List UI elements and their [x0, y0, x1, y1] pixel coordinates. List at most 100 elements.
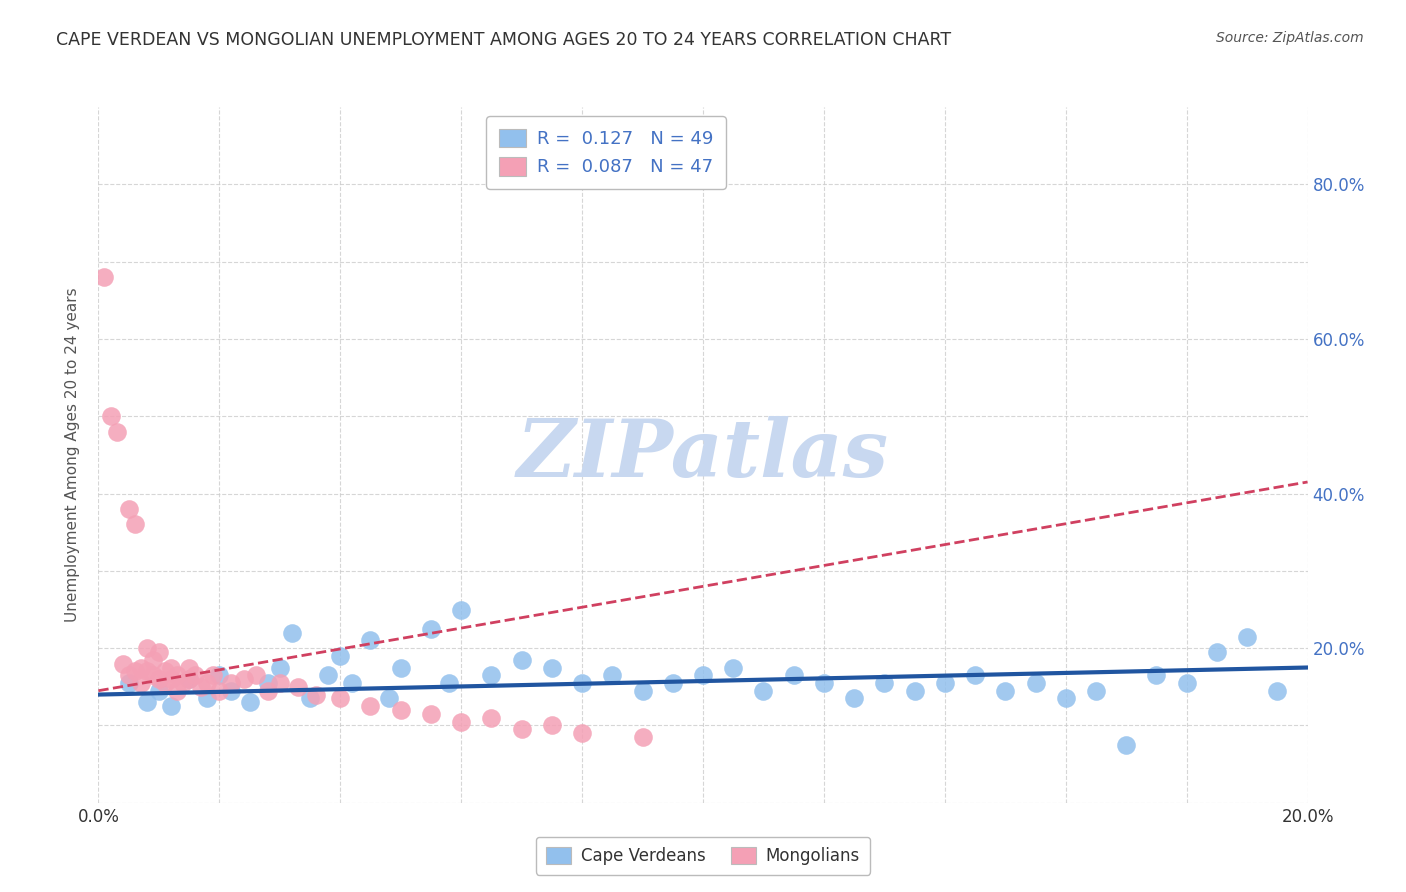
Point: [342, 676, 364, 690]
Point: [602, 668, 624, 682]
Point: [1115, 738, 1137, 752]
Point: [153, 676, 176, 690]
Point: [269, 676, 291, 690]
Point: [166, 668, 188, 682]
Point: [172, 676, 194, 690]
Point: [631, 730, 654, 744]
Point: [360, 699, 382, 714]
Point: [994, 683, 1017, 698]
Point: [813, 676, 835, 690]
Point: [148, 672, 170, 686]
Point: [1024, 676, 1046, 690]
Point: [179, 672, 201, 686]
Point: [118, 676, 141, 690]
Point: [135, 665, 157, 679]
Text: Source: ZipAtlas.com: Source: ZipAtlas.com: [1216, 31, 1364, 45]
Point: [329, 691, 352, 706]
Text: CAPE VERDEAN VS MONGOLIAN UNEMPLOYMENT AMONG AGES 20 TO 24 YEARS CORRELATION CHA: CAPE VERDEAN VS MONGOLIAN UNEMPLOYMENT A…: [56, 31, 952, 49]
Point: [179, 672, 201, 686]
Point: [195, 676, 218, 690]
Point: [118, 502, 141, 516]
Point: [202, 668, 225, 682]
Point: [329, 648, 352, 663]
Point: [256, 683, 278, 698]
Point: [239, 695, 262, 709]
Point: [232, 672, 254, 686]
Point: [540, 660, 562, 674]
Point: [437, 676, 460, 690]
Point: [129, 660, 152, 674]
Point: [450, 602, 472, 616]
Point: [160, 699, 183, 714]
Point: [481, 668, 503, 682]
Point: [316, 668, 339, 682]
Point: [305, 688, 328, 702]
Point: [873, 676, 896, 690]
Point: [105, 425, 128, 439]
Point: [142, 653, 165, 667]
Point: [752, 683, 775, 698]
Point: [360, 633, 382, 648]
Point: [510, 723, 533, 737]
Point: [221, 683, 243, 698]
Point: [1054, 691, 1077, 706]
Point: [1206, 645, 1229, 659]
Point: [208, 683, 231, 698]
Point: [1236, 630, 1258, 644]
Point: [420, 706, 443, 721]
Point: [1144, 668, 1167, 682]
Point: [540, 718, 562, 732]
Point: [111, 657, 134, 671]
Point: [631, 683, 654, 698]
Point: [135, 695, 157, 709]
Point: [100, 409, 122, 424]
Legend: R =  0.127   N = 49, R =  0.087   N = 47: R = 0.127 N = 49, R = 0.087 N = 47: [486, 116, 725, 189]
Point: [904, 683, 927, 698]
Point: [195, 691, 218, 706]
Point: [142, 668, 165, 682]
Point: [571, 676, 593, 690]
Point: [692, 668, 714, 682]
Point: [153, 665, 176, 679]
Point: [281, 625, 304, 640]
Point: [124, 517, 146, 532]
Point: [93, 270, 115, 285]
Point: [389, 660, 412, 674]
Point: [723, 660, 745, 674]
Point: [571, 726, 593, 740]
Point: [844, 691, 866, 706]
Point: [420, 622, 443, 636]
Point: [783, 668, 806, 682]
Point: [450, 714, 472, 729]
Point: [245, 668, 267, 682]
Point: [377, 691, 399, 706]
Point: [160, 672, 183, 686]
Point: [160, 660, 183, 674]
Point: [662, 676, 685, 690]
Point: [481, 711, 503, 725]
Y-axis label: Unemployment Among Ages 20 to 24 years: Unemployment Among Ages 20 to 24 years: [65, 287, 80, 623]
Point: [299, 691, 322, 706]
Point: [269, 660, 291, 674]
Point: [166, 683, 188, 698]
Point: [965, 668, 987, 682]
Point: [287, 680, 309, 694]
Point: [1267, 683, 1289, 698]
Point: [208, 668, 231, 682]
Point: [190, 680, 212, 694]
Point: [124, 665, 146, 679]
Legend: Cape Verdeans, Mongolians: Cape Verdeans, Mongolians: [536, 837, 870, 875]
Point: [1175, 676, 1198, 690]
Point: [510, 653, 533, 667]
Point: [934, 676, 956, 690]
Point: [256, 676, 278, 690]
Point: [129, 676, 152, 690]
Text: ZIPatlas: ZIPatlas: [517, 417, 889, 493]
Point: [1085, 683, 1108, 698]
Point: [148, 683, 170, 698]
Point: [148, 645, 170, 659]
Point: [389, 703, 412, 717]
Point: [179, 660, 201, 674]
Point: [184, 668, 207, 682]
Point: [135, 641, 157, 656]
